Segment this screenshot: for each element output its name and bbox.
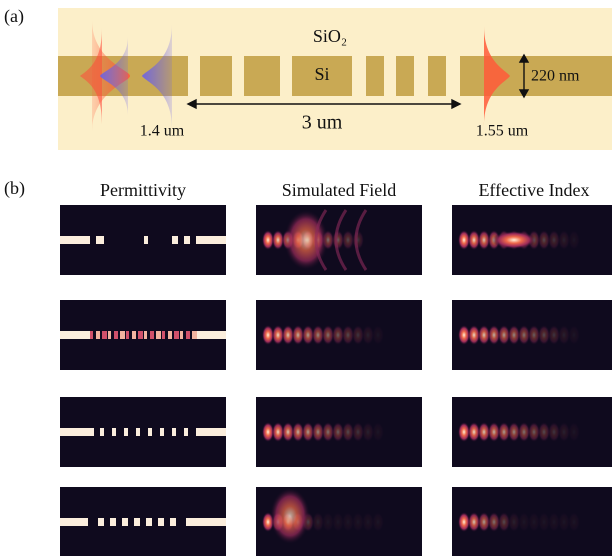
image-grid: [60, 205, 612, 556]
panel-label: (b): [4, 178, 25, 199]
permittivity-block: [160, 428, 164, 436]
thickness-label: 220 nm: [531, 68, 580, 85]
permittivity-block: [132, 331, 136, 339]
waveguide: [58, 56, 612, 96]
permittivity-block: [60, 331, 90, 339]
permittivity-block: [138, 331, 143, 339]
permittivity-block: [148, 428, 152, 436]
field-lobe: [372, 512, 384, 532]
wg-segment: [396, 56, 414, 96]
permittivity-block: [134, 518, 140, 526]
length-label: 3 um: [302, 112, 343, 134]
permittivity-block: [170, 518, 176, 526]
permittivity-block: [158, 518, 164, 526]
permittivity-block: [156, 331, 161, 339]
permittivity-block: [186, 331, 190, 339]
permittivity-block: [144, 331, 147, 339]
permittivity-block: [186, 518, 226, 526]
permittivity-block: [144, 236, 148, 244]
permittivity-block: [172, 428, 176, 436]
permittivity-block: [168, 331, 172, 339]
permittivity-block: [196, 331, 226, 339]
permittivity-block: [150, 331, 154, 339]
permittivity-block: [162, 331, 165, 339]
permittivity-block: [184, 236, 190, 244]
panel-label: (a): [4, 6, 24, 27]
field-lobe: [568, 230, 580, 250]
permittivity-block: [100, 428, 104, 436]
cladding-label: SiO₂: [313, 26, 347, 46]
permittivity-block: [60, 518, 88, 526]
wg-segment: [428, 56, 446, 96]
permittivity-block: [122, 518, 128, 526]
permittivity-block: [126, 331, 129, 339]
field-lobe: [372, 422, 384, 442]
permittivity-block: [60, 236, 90, 244]
wg-segment: [244, 56, 280, 96]
field-lobe: [492, 231, 536, 249]
wavelength-label: 1.4 um: [140, 123, 185, 140]
permittivity-block: [112, 428, 116, 436]
permittivity-block: [192, 331, 197, 339]
column-header: Permittivity: [100, 180, 186, 200]
permittivity-block: [172, 236, 178, 244]
field-lobe: [568, 325, 580, 345]
permittivity-block: [174, 331, 179, 339]
permittivity-block: [196, 428, 226, 436]
wavelength-label: 1.55 um: [476, 123, 529, 140]
field-lobe: [568, 512, 580, 532]
wg-segment: [200, 56, 232, 96]
figure: (a) SiO₂ Si 220 nm 3 um 1.4 um 1.55 um (…: [0, 0, 612, 556]
permittivity-block: [114, 331, 118, 339]
column-header: Effective Index: [478, 180, 589, 200]
permittivity-block: [146, 518, 152, 526]
permittivity-block: [96, 236, 104, 244]
core-label: Si: [314, 64, 329, 84]
field-lobe: [372, 325, 384, 345]
permittivity-block: [124, 428, 128, 436]
field-lobe: [270, 488, 310, 544]
permittivity-block: [96, 331, 100, 339]
field-lobe: [568, 422, 580, 442]
permittivity-block: [110, 518, 116, 526]
permittivity-block: [136, 428, 140, 436]
wg-segment: [366, 56, 384, 96]
permittivity-block: [196, 236, 226, 244]
permittivity-block: [102, 331, 107, 339]
permittivity-block: [98, 518, 104, 526]
permittivity-block: [108, 331, 111, 339]
permittivity-block: [60, 428, 94, 436]
column-header: Simulated Field: [282, 180, 397, 200]
permittivity-block: [120, 331, 125, 339]
permittivity-block: [184, 428, 188, 436]
permittivity-block: [180, 331, 183, 339]
permittivity-block: [90, 331, 93, 339]
